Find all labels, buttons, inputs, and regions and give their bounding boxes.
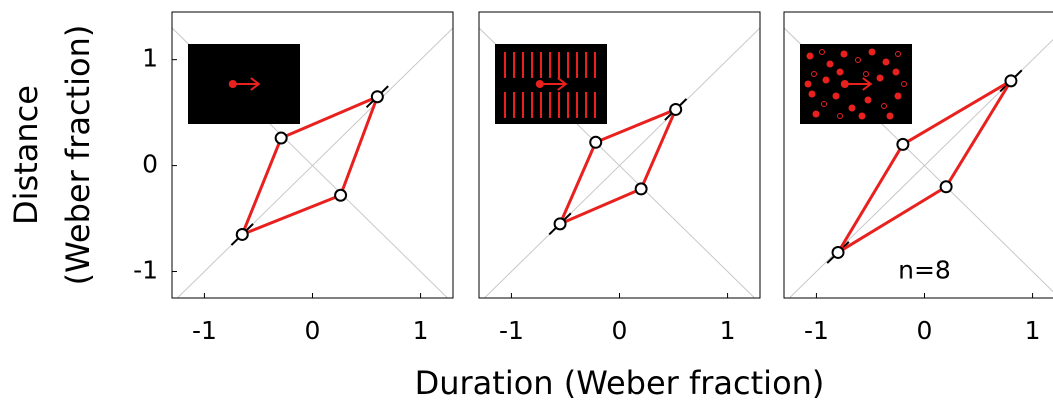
stimulus-dot [826, 60, 834, 68]
x-tick-label: 1 [720, 316, 736, 345]
data-point [370, 90, 384, 104]
x-tick-label: -1 [499, 316, 524, 345]
x-tick-label: -1 [804, 316, 829, 345]
y-tick-label: 1 [142, 44, 158, 73]
stimulus-dot [892, 68, 900, 76]
plot-area [172, 27, 453, 298]
stimulus-arrow [844, 77, 873, 91]
data-point [939, 180, 953, 194]
panel: -1 0 1 n=8 [783, 11, 1053, 345]
stimulus-dot [837, 113, 843, 119]
data-point [235, 227, 249, 241]
data-point [274, 131, 288, 145]
stimulus-dot [811, 71, 817, 77]
annotation: n=8 [898, 256, 951, 285]
data-point [1004, 74, 1018, 88]
stimulus-dot [836, 68, 844, 76]
data-point [334, 188, 348, 202]
x-axis-label: Duration (Weber fraction) [415, 364, 825, 402]
panel: -1 0 1 Duration (Weber fraction) [415, 11, 825, 402]
y-tick-label: -1 [133, 256, 158, 285]
x-tick-label: 0 [612, 316, 628, 345]
stimulus-arrow [539, 77, 568, 91]
data-point [896, 137, 910, 151]
stimulus-dot [832, 92, 840, 100]
stimulus-dot [882, 58, 890, 66]
stimulus-dot [864, 96, 872, 104]
stimulus-dot [812, 110, 820, 118]
data-point [831, 245, 845, 259]
data-point [553, 217, 567, 231]
plot-area [784, 27, 1053, 298]
data-point [589, 135, 603, 149]
stimulus-dot [806, 52, 814, 60]
y-axis-label: (Weber fraction) [59, 25, 97, 286]
stimulus-arrow [232, 77, 261, 91]
y-tick-label: 0 [142, 150, 158, 179]
stimulus-dot [901, 81, 907, 87]
stimulus-dot [886, 112, 894, 120]
data-point [669, 102, 683, 116]
data-point [634, 182, 648, 196]
stimulus-dot [858, 112, 866, 120]
x-tick-label: -1 [192, 316, 217, 345]
stimulus-dot [808, 90, 816, 98]
identity-diagonal [176, 27, 453, 298]
stimulus-dot [819, 49, 825, 55]
stimulus-dot [855, 57, 861, 63]
stimulus-dot [863, 71, 869, 77]
stimulus-dot [868, 48, 876, 56]
panel: -1 0 1 -1 0 1 Distance (Weber fraction) [7, 11, 454, 345]
stimulus-dot [848, 104, 856, 112]
stimulus-dot [840, 50, 848, 58]
stimulus-dot [822, 76, 830, 84]
identity-diagonal [483, 27, 760, 298]
x-tick-label: 0 [305, 316, 321, 345]
stimulus-dot [804, 80, 812, 88]
stimulus-dot [821, 101, 827, 107]
x-tick-label: 1 [413, 316, 429, 345]
x-tick-label: 1 [1025, 316, 1041, 345]
y-axis-label: Distance [7, 85, 45, 225]
stimulus-dot [881, 103, 887, 109]
plot-area [479, 27, 760, 298]
x-tick-label: 0 [917, 316, 933, 345]
stimulus-dot [876, 74, 884, 82]
stimulus-dot [894, 92, 902, 100]
stimulus-dot [895, 51, 901, 57]
